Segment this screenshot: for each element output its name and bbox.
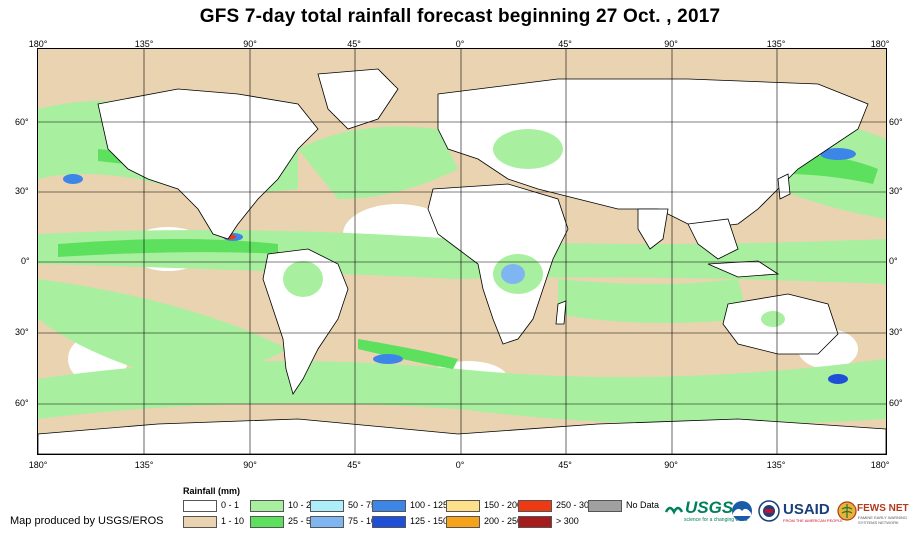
- rain-belt-north-atlantic: [298, 126, 458, 199]
- legend-swatch: [588, 500, 622, 512]
- legend-label: 150 - 200: [484, 500, 523, 510]
- lat-label-left: 30°: [15, 186, 29, 196]
- lat-label-right: 60°: [889, 398, 903, 408]
- land-rain: [761, 311, 785, 327]
- lat-label-left: 0°: [21, 256, 30, 266]
- rain-spot-blue: [828, 374, 848, 384]
- legend-label: No Data: [626, 500, 660, 510]
- lat-label-right: 0°: [889, 256, 898, 266]
- rainfall-map[interactable]: [37, 48, 887, 455]
- heavy-rain-band: [358, 339, 458, 369]
- legend-swatch: [518, 516, 552, 528]
- noaa-logo-icon: [732, 501, 752, 521]
- map-credit: Map produced by USGS/EROS: [10, 515, 164, 527]
- usgs-logo-text: USGS: [685, 498, 734, 517]
- fews-net-logo-text: FEWS NET: [857, 503, 909, 514]
- legend-label: 1 - 10: [221, 516, 245, 526]
- legend-label: 10 - 25: [288, 500, 317, 510]
- rain-spot-blue: [63, 174, 83, 184]
- europe-asia: [437, 78, 869, 230]
- legend-swatch: [183, 500, 217, 512]
- legend-label: 0 - 1: [221, 500, 240, 510]
- lon-label-top: 135°: [134, 39, 154, 49]
- legend-title: Rainfall (mm): [183, 486, 241, 496]
- legend-label: 75 - 100: [348, 516, 382, 526]
- legend-label: 50 - 75: [348, 500, 377, 510]
- lon-label-top: 0°: [455, 39, 465, 49]
- india: [637, 208, 669, 250]
- lon-label-bottom: 90°: [243, 460, 257, 470]
- lat-label-right: 30°: [889, 186, 903, 196]
- lon-label-top: 180°: [28, 39, 48, 49]
- usaid-logo-text: USAID: [783, 501, 830, 518]
- lon-label-top: 45°: [558, 39, 572, 49]
- legend-swatch: [250, 516, 284, 528]
- legend-swatch: [372, 500, 406, 512]
- lon-label-bottom: 0°: [455, 460, 465, 470]
- lon-label-bottom: 135°: [134, 460, 154, 470]
- rainfall-map-graphic: [38, 49, 886, 454]
- heavy-rain-band: [58, 239, 278, 257]
- usgs-logo-icon: [665, 506, 683, 515]
- legend-label: > 300: [556, 516, 579, 526]
- legend-label: 200 - 250: [484, 516, 523, 526]
- legend-swatch: [310, 516, 344, 528]
- legend-label: 125 - 150: [410, 516, 449, 526]
- rain-belt-south-pacific: [38, 279, 288, 372]
- fews-net-tagline: FAMINE EARLY WARNING SYSTEMS NETWORK: [858, 515, 908, 525]
- fews-net-logo-icon: [837, 501, 857, 521]
- lon-label-bottom: 45°: [558, 460, 572, 470]
- lat-label-left: 60°: [15, 117, 29, 127]
- lon-label-top: 180°: [870, 39, 890, 49]
- legend-swatch: [446, 500, 480, 512]
- legend-swatch: [518, 500, 552, 512]
- land-rain: [283, 261, 323, 297]
- lon-label-bottom: 180°: [870, 460, 890, 470]
- legend-swatch: [446, 516, 480, 528]
- lat-label-right: 60°: [889, 117, 903, 127]
- legend-swatch: [250, 500, 284, 512]
- greenland: [317, 68, 399, 130]
- lon-label-top: 90°: [664, 39, 678, 49]
- usaid-tagline: FROM THE AMERICAN PEOPLE: [783, 518, 843, 523]
- lat-label-right: 30°: [889, 327, 903, 337]
- usgs-tagline: science for a changing world: [684, 517, 748, 523]
- rain-spot-blue: [820, 148, 856, 160]
- lat-label-left: 60°: [15, 398, 29, 408]
- rain-spot-blue: [373, 354, 403, 364]
- legend-swatch: [372, 516, 406, 528]
- lon-label-bottom: 135°: [766, 460, 786, 470]
- japan: [777, 173, 791, 200]
- legend-swatch: [310, 500, 344, 512]
- land-rain: [501, 264, 525, 284]
- southeast-asia: [687, 218, 739, 260]
- lon-label-bottom: 180°: [28, 460, 48, 470]
- legend-swatch: [183, 516, 217, 528]
- rain-belt-indian-ocean: [558, 279, 748, 323]
- lon-label-top: 90°: [243, 39, 257, 49]
- usaid-seal-icon: [758, 500, 780, 522]
- map-title: GFS 7-day total rainfall forecast beginn…: [199, 6, 721, 27]
- land-rain: [493, 129, 563, 169]
- madagascar: [555, 300, 567, 325]
- lon-label-bottom: 45°: [347, 460, 361, 470]
- north-america: [97, 88, 319, 240]
- lon-label-top: 45°: [347, 39, 361, 49]
- lon-label-bottom: 90°: [664, 460, 678, 470]
- lon-label-top: 135°: [766, 39, 786, 49]
- lat-label-left: 30°: [15, 327, 29, 337]
- legend-label: 25 - 50: [288, 516, 317, 526]
- legend-label: 100 - 125: [410, 500, 449, 510]
- legend-label: 250 - 300: [556, 500, 595, 510]
